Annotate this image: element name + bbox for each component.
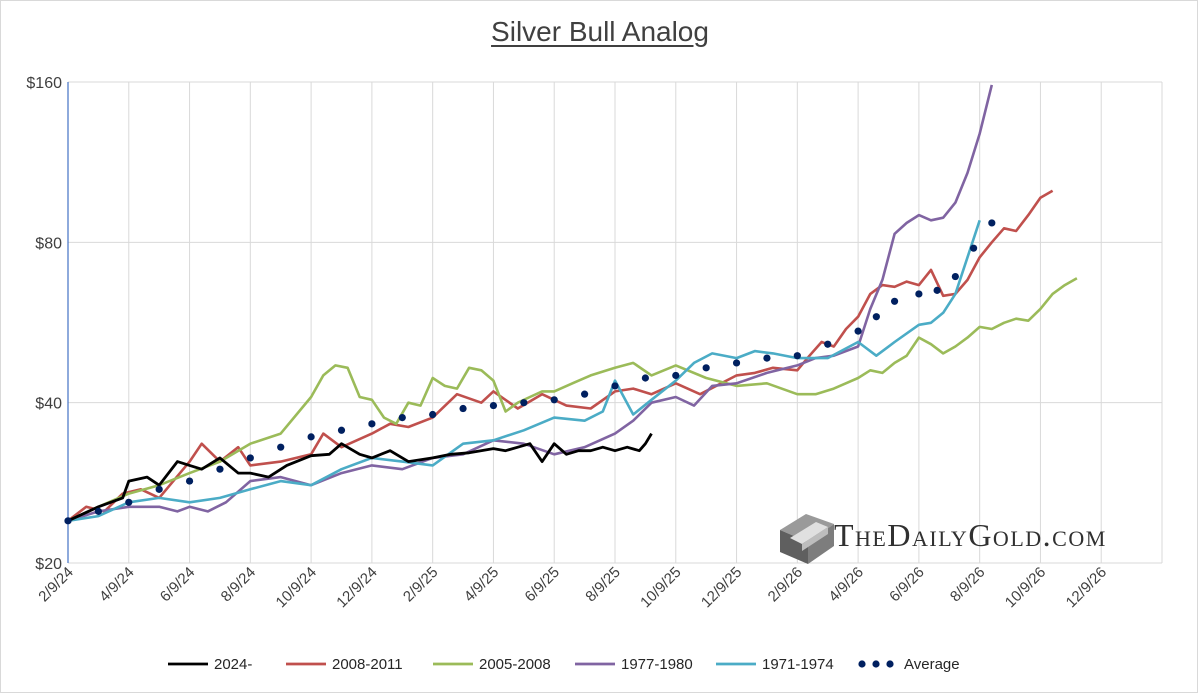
series-line-2024- xyxy=(67,432,653,523)
average-point xyxy=(307,433,315,441)
y-tick-label: $20 xyxy=(35,556,62,573)
watermark: TheDailyGold.com xyxy=(780,514,1107,564)
average-point xyxy=(581,390,589,398)
legend-label: Average xyxy=(904,656,960,673)
x-tick-label: 8/9/26 xyxy=(947,564,989,606)
y-tick-label: $40 xyxy=(35,396,62,413)
average-point xyxy=(398,413,406,422)
x-tick-label: 12/9/24 xyxy=(333,564,380,611)
legend-swatch xyxy=(886,660,894,668)
series-line-1977-1980 xyxy=(67,84,994,523)
series-group xyxy=(64,84,1078,525)
average-point xyxy=(337,426,346,434)
average-point xyxy=(277,443,285,451)
y-tick-labels: $20 $40 $80 $160 xyxy=(26,75,62,573)
y-tick-label: $160 xyxy=(26,75,62,92)
x-tick-label: 8/9/24 xyxy=(218,564,260,606)
average-point xyxy=(185,477,194,485)
average-point xyxy=(155,485,163,493)
average-point xyxy=(872,313,880,321)
legend: 2024- 2008-2011 2005-2008 1977-1980 1971-197… xyxy=(168,656,960,673)
average-point xyxy=(824,340,832,348)
average-point xyxy=(793,352,801,360)
average-point xyxy=(763,354,771,362)
legend-label: 2008-2011 xyxy=(332,656,403,673)
legend-swatch xyxy=(858,660,866,668)
x-tick-label: 10/9/26 xyxy=(1002,564,1049,611)
gold-bar-icon xyxy=(780,514,834,564)
average-point xyxy=(520,399,528,407)
average-point xyxy=(550,396,558,404)
average-point xyxy=(429,410,437,419)
average-point xyxy=(915,290,923,298)
chart-title: Silver Bull Analog xyxy=(491,16,709,47)
legend-label: 1977-1980 xyxy=(621,656,693,673)
average-point xyxy=(489,401,498,410)
legend-label: 2024- xyxy=(214,656,252,673)
x-tick-label: 12/9/25 xyxy=(698,564,745,611)
average-point xyxy=(125,498,133,506)
average-point xyxy=(732,359,741,367)
average-point xyxy=(969,244,978,252)
average-point xyxy=(854,327,862,335)
x-tick-label: 6/9/25 xyxy=(522,564,564,606)
average-point xyxy=(641,374,649,382)
x-tick-label: 4/9/24 xyxy=(96,564,138,606)
y-tick-label: $80 xyxy=(35,235,62,252)
average-point xyxy=(702,364,710,372)
x-tick-label: 4/9/25 xyxy=(461,564,503,606)
average-point xyxy=(611,382,619,390)
series-line-2005-2008 xyxy=(67,277,1078,522)
x-tick-label: 2/9/26 xyxy=(765,564,807,606)
x-tick-label: 8/9/25 xyxy=(582,564,624,606)
legend-label: 1971-1974 xyxy=(762,656,834,673)
average-point xyxy=(951,272,959,281)
average-point xyxy=(368,420,376,428)
x-tick-label: 10/9/24 xyxy=(273,564,320,611)
average-point xyxy=(64,517,72,525)
x-tick-labels: 2/9/24 4/9/24 6/9/24 8/9/24 10/9/24 12/9/24 2/… xyxy=(35,564,1110,611)
x-tick-label: 12/9/26 xyxy=(1063,564,1110,611)
average-point xyxy=(672,371,680,380)
legend-swatch xyxy=(872,660,880,668)
watermark-text: TheDailyGold.com xyxy=(834,517,1107,553)
average-point xyxy=(94,507,102,515)
x-tick-label: 6/9/26 xyxy=(886,564,928,606)
average-point xyxy=(933,286,941,294)
average-point xyxy=(216,465,224,473)
average-point xyxy=(890,297,899,305)
x-tick-label: 4/9/26 xyxy=(825,564,867,606)
average-point xyxy=(459,404,467,413)
legend-label: 2005-2008 xyxy=(479,656,551,673)
series-line-1971-1974 xyxy=(67,219,981,523)
average-point xyxy=(246,454,254,462)
average-point xyxy=(988,219,996,227)
x-tick-label: 2/9/25 xyxy=(400,564,442,606)
grid-lines xyxy=(68,81,1163,564)
x-tick-label: 6/9/24 xyxy=(157,564,199,606)
x-tick-label: 10/9/25 xyxy=(637,564,684,611)
